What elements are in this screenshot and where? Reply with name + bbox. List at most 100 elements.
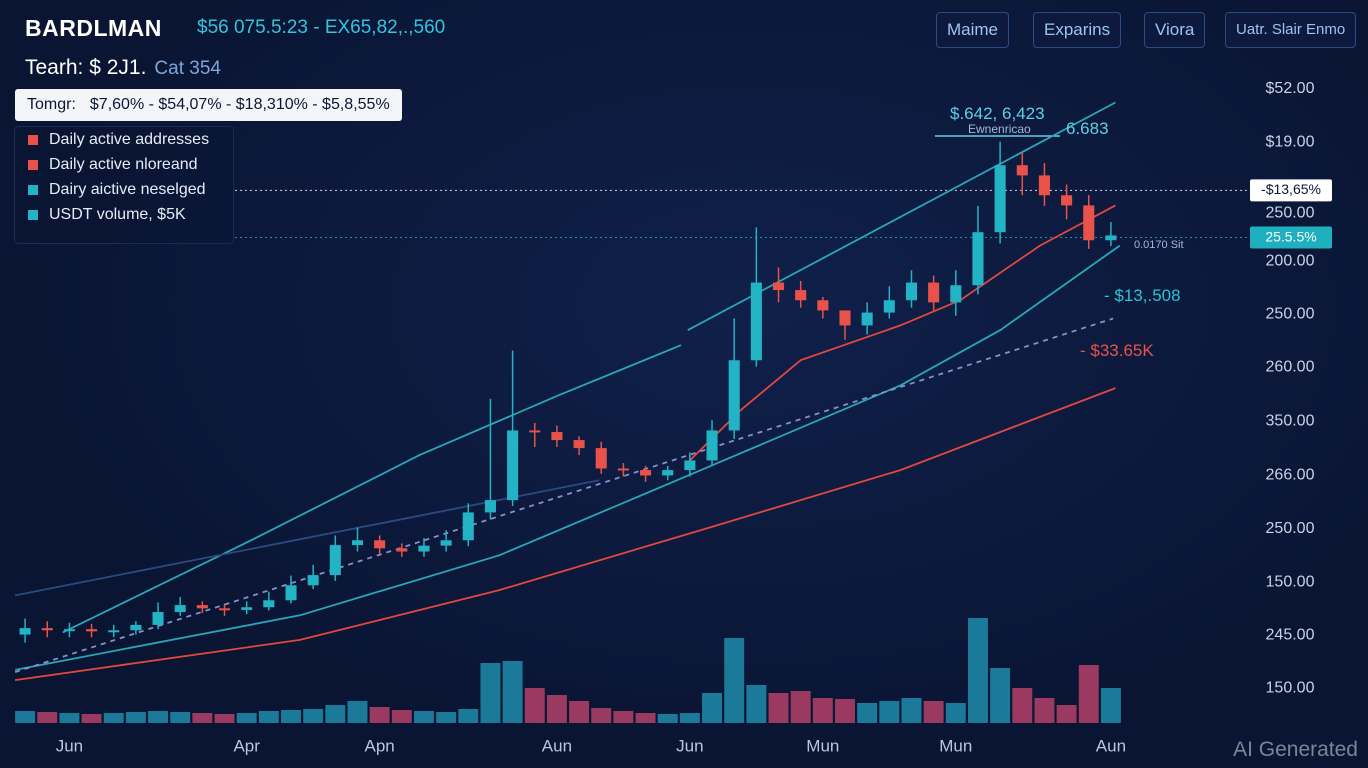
volume-bar xyxy=(857,703,878,723)
watermark: AI Generated xyxy=(1233,738,1358,761)
annotation: Ewnenricao xyxy=(968,122,1031,136)
button[interactable]: Uatr. Slair Enmo xyxy=(1225,12,1357,48)
overlay-line xyxy=(14,317,1114,673)
x-tick-label: Apr xyxy=(233,736,260,755)
y-tick-label: 260.00 xyxy=(1266,358,1315,375)
overlay-line xyxy=(14,479,600,597)
volume-bar xyxy=(413,711,434,723)
subtitle-text: Tearh: $ 2J1. xyxy=(25,56,147,79)
legend-swatch xyxy=(28,210,38,220)
overlay-line xyxy=(689,204,1116,462)
volume-bar xyxy=(458,709,479,723)
x-tick-label: Mun xyxy=(806,736,839,755)
volume-bar xyxy=(480,663,501,723)
volume-bar xyxy=(990,668,1011,723)
candle-body xyxy=(329,545,341,576)
candle-body xyxy=(263,600,275,608)
volume-bar xyxy=(347,701,368,723)
volume-bar xyxy=(391,710,412,723)
volume-bar xyxy=(546,695,567,723)
volume-bar xyxy=(502,661,523,723)
candle-body xyxy=(86,629,98,632)
volume-bar xyxy=(170,712,191,723)
candle-body xyxy=(551,432,563,441)
volume-bar xyxy=(1100,688,1121,723)
volume-bar xyxy=(879,701,900,723)
candle-body xyxy=(418,545,430,552)
candle-body xyxy=(196,605,208,609)
candle-body xyxy=(662,470,674,476)
volume-bar xyxy=(148,711,169,723)
volume-bar xyxy=(436,712,457,723)
candle-body xyxy=(174,605,186,613)
candle-body xyxy=(108,630,120,633)
candle-body xyxy=(640,470,652,476)
volume-bar xyxy=(1078,665,1099,723)
price-label: 25.5.5% xyxy=(1265,228,1316,244)
y-tick-label: 266.00 xyxy=(1266,467,1315,484)
candle-body xyxy=(750,282,762,361)
volume-bar xyxy=(679,713,700,723)
candle-body xyxy=(795,290,807,301)
candle-body xyxy=(351,540,364,546)
candle-body xyxy=(839,310,851,326)
app-title: BARDLMAN xyxy=(25,15,162,41)
candle-body xyxy=(1061,195,1073,206)
legend-label: Dairy aictive neselged xyxy=(49,181,206,198)
candle-body xyxy=(507,430,519,501)
button[interactable]: Viora xyxy=(1144,12,1206,48)
candle-body xyxy=(440,540,452,546)
x-tick-label: Jun xyxy=(56,736,83,755)
volume-bar xyxy=(790,691,811,723)
annotation: 6.683 xyxy=(1066,119,1109,138)
volume-bar xyxy=(967,618,988,723)
summary-text: $7,60% - $54,07% - $18,310% - $5,8,55% xyxy=(89,96,390,113)
annotation: 0.0170 Sit xyxy=(1134,239,1184,251)
button[interactable]: Exparins xyxy=(1033,12,1122,48)
volume-bar xyxy=(15,711,36,723)
candle-body xyxy=(972,232,984,286)
candle-body xyxy=(19,628,31,635)
candle-body xyxy=(728,360,740,431)
candle-body xyxy=(595,448,607,469)
legend-label: Daily active nloreand xyxy=(49,156,198,173)
volume-bar xyxy=(258,711,279,723)
candle-body xyxy=(706,430,718,461)
candle-body xyxy=(883,300,895,313)
x-tick-label: Aun xyxy=(542,736,572,755)
candle-body xyxy=(307,575,319,586)
candle-body xyxy=(1016,165,1028,176)
candle-body xyxy=(63,629,75,632)
candle-body xyxy=(573,440,585,449)
legend-entry: Daily active addresses xyxy=(15,127,233,152)
x-tick-label: Jun xyxy=(676,736,703,755)
x-tick-label: Mun xyxy=(939,736,972,755)
x-tick-label: Aun xyxy=(1096,736,1126,755)
volume-bar xyxy=(591,708,612,723)
candle-body xyxy=(617,468,629,471)
legend-swatch xyxy=(28,185,38,195)
y-tick-label: 350.00 xyxy=(1266,413,1315,430)
price-label-box xyxy=(1250,179,1332,202)
volume-bar xyxy=(59,713,80,723)
legend-swatch xyxy=(28,135,38,145)
volume-bar xyxy=(281,710,301,723)
volume-bar xyxy=(635,713,656,723)
x-tick-label: Apn xyxy=(365,736,395,755)
annotation: - $13,.508 xyxy=(1104,286,1181,305)
candle-body xyxy=(684,460,696,471)
volume-bar xyxy=(746,685,767,723)
legend-label: USDT volume, $5K xyxy=(49,206,186,223)
annotation: $.642, 6,423 xyxy=(950,104,1045,123)
volume-bar xyxy=(901,698,922,723)
candle-body xyxy=(1105,235,1117,241)
y-tick-label: $19.00 xyxy=(1266,133,1315,150)
candle-body xyxy=(861,312,873,326)
y-tick-label: 245.00 xyxy=(1266,626,1315,643)
summary-label: Tomgr: xyxy=(27,96,76,113)
button[interactable]: Maime xyxy=(936,12,1010,48)
candle-body xyxy=(950,285,962,303)
candle-body xyxy=(218,608,231,611)
overlay-line xyxy=(14,387,1116,681)
volume-bar xyxy=(724,638,745,723)
